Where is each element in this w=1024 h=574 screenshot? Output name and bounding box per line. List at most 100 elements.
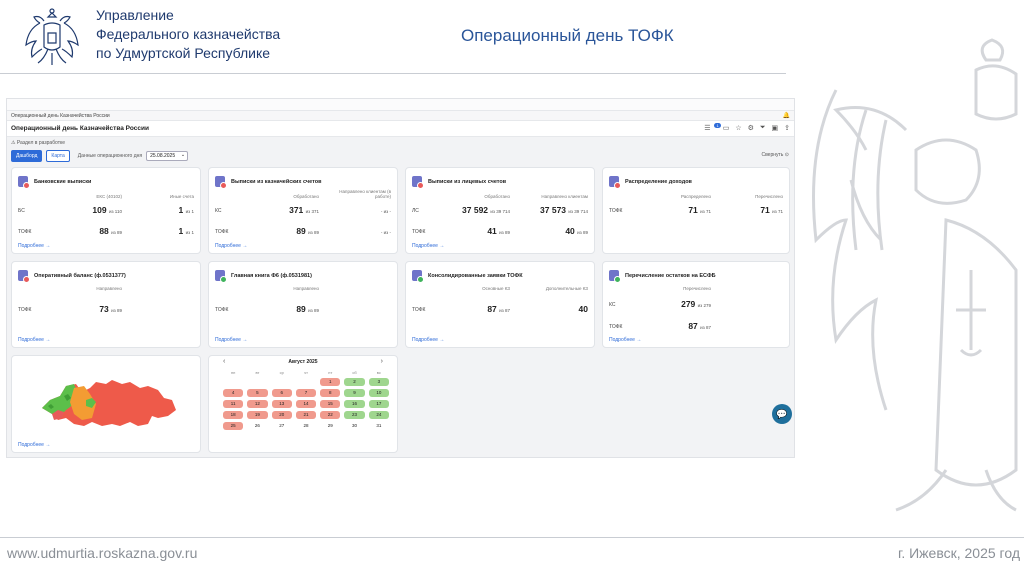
- calendar-day[interactable]: 13: [271, 400, 292, 408]
- calendar-day[interactable]: 25: [223, 422, 244, 430]
- details-link[interactable]: Подробнее →: [215, 337, 248, 343]
- calendar-day[interactable]: 16: [344, 400, 365, 408]
- calendar-day[interactable]: 28: [303, 423, 309, 428]
- chevron-right-icon[interactable]: ›: [380, 358, 383, 365]
- calendar-day[interactable]: 26: [254, 423, 260, 428]
- chevron-left-icon[interactable]: ‹: [223, 358, 226, 365]
- russia-regions-map[interactable]: [34, 366, 184, 436]
- details-link[interactable]: Подробнее →: [18, 243, 51, 249]
- calendar-day[interactable]: 22: [320, 411, 341, 419]
- filter-list-icon[interactable]: ☰ 1: [704, 123, 721, 132]
- calendar-day[interactable]: 7: [295, 389, 317, 397]
- calendar-day[interactable]: 14: [295, 400, 317, 408]
- date-select[interactable]: 25.08.2025 ⌄: [146, 151, 189, 161]
- details-link[interactable]: Подробнее →: [412, 337, 445, 343]
- card-calendar: ‹ Август 2025 › пн вт ср чт пт сб вс 1 2 3 4 5 6 7 8 9 1…: [208, 355, 398, 453]
- row-label: ТОФК: [18, 229, 32, 235]
- footer-website[interactable]: www.udmurtia.roskazna.gov.ru: [7, 545, 198, 561]
- column-header: Обработано: [293, 194, 319, 199]
- weekday-label: сб: [352, 370, 357, 375]
- calendar-day[interactable]: 3: [368, 378, 389, 386]
- metric-value: 37 592 из 39 714: [462, 205, 510, 215]
- row-label: ТОФК: [412, 229, 426, 235]
- calendar-day[interactable]: 18: [223, 411, 244, 419]
- weekday-label: чт: [304, 370, 308, 375]
- card-title: Выписки из лицевых счетов: [428, 179, 507, 185]
- bell-icon[interactable]: 🔔: [782, 113, 790, 119]
- row-label: ТОФК: [215, 229, 229, 235]
- metric-value: 40 из 89: [565, 226, 588, 236]
- metric-value: 71 из 71: [688, 205, 711, 215]
- organization-name: Управление Федерального казначейства по …: [96, 6, 280, 63]
- document-status-icon: [609, 270, 621, 283]
- card-consolidated-requests: Консолидированные заявки ТОФК Основные К…: [405, 261, 595, 348]
- row-label: ТОФК: [412, 307, 426, 313]
- metric-value: 109 из 110: [92, 205, 122, 215]
- app-tab-caption[interactable]: Операционный день Казначейства России: [11, 113, 110, 119]
- calendar-day[interactable]: 15: [320, 400, 341, 408]
- metric-value: 1 из 1: [178, 226, 194, 236]
- calendar-day[interactable]: 30: [352, 423, 358, 428]
- weekday-label: вт: [255, 370, 260, 375]
- metric-value: 37 573 из 39 714: [540, 205, 588, 215]
- details-link[interactable]: Подробнее →: [18, 442, 51, 448]
- calendar-day[interactable]: 11: [223, 400, 244, 408]
- card-title: Перечисление остатков на ЕСФБ: [625, 273, 716, 279]
- row-label: ЛС: [412, 208, 419, 214]
- calendar-day[interactable]: 19: [247, 411, 268, 419]
- calendar-day[interactable]: 31: [376, 423, 382, 428]
- calendar-day[interactable]: 6: [271, 389, 292, 397]
- calendar-day[interactable]: 17: [368, 400, 389, 408]
- calendar-day[interactable]: 12: [247, 400, 268, 408]
- card-account-statements: Выписки из лицевых счетов Обработано Нап…: [405, 167, 595, 254]
- calendar-day[interactable]: 10: [368, 389, 389, 397]
- calendar-day[interactable]: 2: [344, 378, 365, 386]
- date-value: 25.08.2025: [150, 153, 176, 159]
- card-title: Банковские выписки: [34, 179, 92, 185]
- calendar-day[interactable]: 29: [327, 423, 333, 428]
- card-treasury-statements: Выписки из казначейских счетов Обработан…: [208, 167, 398, 254]
- details-link[interactable]: Подробнее →: [412, 243, 445, 249]
- filter-icon[interactable]: ⏷: [759, 124, 766, 131]
- details-link[interactable]: Подробнее →: [18, 337, 51, 343]
- calendar-day[interactable]: 5: [247, 389, 268, 397]
- tab-dashboard[interactable]: Дашборд: [11, 150, 43, 162]
- share-icon[interactable]: ⇪: [784, 125, 790, 132]
- row-label: БС: [18, 208, 25, 214]
- monitor-icon[interactable]: ▭: [722, 125, 730, 132]
- view-controls: Дашборд Карта Данные операционного дня 2…: [11, 150, 189, 162]
- calendar-empty-cell: [223, 378, 243, 386]
- collapse-button[interactable]: Свернуть ⊙: [761, 152, 789, 158]
- document-status-icon: [412, 270, 424, 283]
- metric-value: - из -: [380, 209, 391, 214]
- column-header: Направлено клиентам: [541, 194, 588, 199]
- chat-bubble-icon: 💬: [776, 409, 788, 419]
- calendar-day[interactable]: 23: [344, 411, 365, 419]
- chat-button[interactable]: 💬: [772, 404, 792, 424]
- weekday-label: пн: [230, 370, 236, 375]
- calendar-day[interactable]: 9: [344, 389, 365, 397]
- toolbar-icons: ☰ 1 ▭ ☆ ⚙ ⏷ ▣ ⇪: [704, 123, 790, 132]
- calendar-day[interactable]: 27: [279, 423, 285, 428]
- tab-map[interactable]: Карта: [46, 150, 70, 162]
- calendar-day[interactable]: 4: [223, 389, 244, 397]
- calendar-day[interactable]: 20: [271, 411, 292, 419]
- lock-icon[interactable]: ▣: [771, 125, 779, 132]
- card-title: Выписки из казначейских счетов: [231, 179, 322, 185]
- row-label: ТОФК: [609, 208, 623, 214]
- weekday-label: пт: [328, 370, 333, 375]
- metric-value: 73 из 89: [99, 304, 122, 314]
- calendar-day[interactable]: 1: [320, 378, 341, 386]
- calendar-day[interactable]: 21: [295, 411, 317, 419]
- document-status-icon: [609, 176, 621, 189]
- calendar-day[interactable]: 8: [320, 389, 341, 397]
- details-link[interactable]: Подробнее →: [609, 337, 642, 343]
- document-status-icon: [215, 176, 227, 189]
- settings-icon[interactable]: ⚙: [747, 125, 754, 132]
- star-icon[interactable]: ☆: [735, 125, 742, 132]
- details-link[interactable]: Подробнее →: [215, 243, 248, 249]
- metric-value: 87 из 87: [487, 304, 510, 314]
- calendar-day[interactable]: 24: [368, 411, 389, 419]
- calendar-empty-cell: [247, 378, 267, 386]
- card-title: Главная книга Ф6 (ф.0531981): [231, 273, 312, 279]
